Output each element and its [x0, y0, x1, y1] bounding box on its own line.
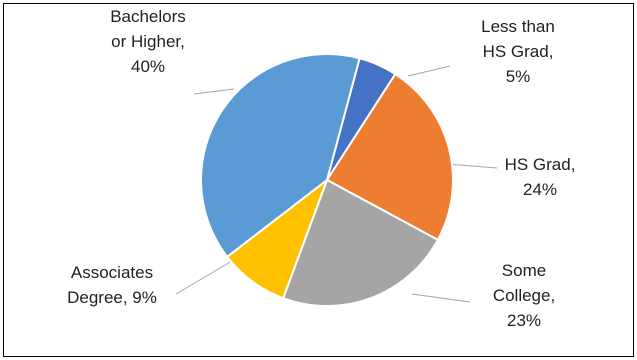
data-label-line: Some [502, 261, 546, 280]
leader-lines [175, 65, 498, 303]
leader-line-bachelors-or-higher [193, 88, 235, 95]
slice-some-college [281, 178, 440, 307]
data-label-hs-grad: HS Grad, 24% [505, 155, 576, 199]
data-label-line: HS Grad, [483, 42, 554, 61]
leader-line-some-college [411, 293, 471, 303]
data-label-line: 23% [507, 311, 541, 330]
data-label-line: or Higher, [111, 32, 185, 51]
data-label-line: Bachelors [110, 7, 186, 26]
data-label-less-than-hs-grad: Less than HS Grad, 5% [481, 17, 555, 86]
data-label-line: 5% [506, 67, 531, 86]
data-label-line: 40% [131, 57, 165, 76]
leader-line-hs-grad [446, 163, 498, 169]
data-label-line: Less than [481, 17, 555, 36]
data-label-line: 24% [523, 180, 557, 199]
data-labels: Less than HS Grad, 5% HS Grad, 24% Some Colleg… [67, 7, 575, 330]
data-label-line: Degree, 9% [67, 288, 157, 307]
leader-line-less-than-hs-grad [407, 65, 451, 77]
pie-slices [200, 53, 454, 307]
data-label-bachelors-or-higher: Bachelors or Higher, 40% [110, 7, 186, 76]
data-label-line: HS Grad, [505, 155, 576, 174]
slice-bachelors-or-higher [200, 53, 361, 259]
data-label-some-college: Some College, 23% [493, 261, 555, 330]
data-label-line: Associates [71, 263, 153, 282]
data-label-associates-degree: Associates Degree, 9% [67, 263, 157, 307]
slice-hs-grad [325, 72, 454, 242]
data-label-line: College, [493, 286, 555, 305]
